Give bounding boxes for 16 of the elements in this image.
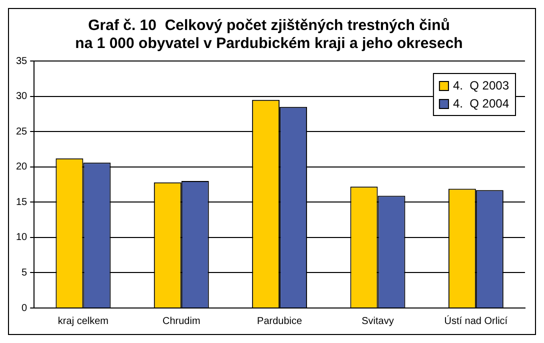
legend-label: 4. Q 2004	[452, 96, 510, 110]
x-tick-label: Chrudim	[162, 316, 200, 327]
x-tick-label: Ústí nad Orlicí	[444, 314, 508, 327]
y-tick-label: 20	[16, 162, 28, 173]
y-tick-label: 25	[16, 126, 28, 138]
x-tick-label: kraj celkem	[58, 316, 108, 327]
y-tick-label: 10	[16, 232, 28, 244]
chart-title: Graf č. 10 Celkový počet zjištěných trestných činů na 1 000 obyvatel v Pardubickém kraji a jeho okresech	[75, 17, 463, 52]
y-tick-label: 35	[16, 56, 28, 67]
y-tick-label: 0	[22, 302, 28, 314]
x-tick-label: Pardubice	[257, 316, 303, 327]
x-tick-label: Svitavy	[362, 316, 394, 327]
y-tick-label: 15	[16, 196, 28, 208]
y-tick-label: 5	[22, 267, 28, 278]
legend-label: 4. Q 2003	[452, 78, 510, 92]
y-tick-label: 30	[16, 91, 28, 102]
